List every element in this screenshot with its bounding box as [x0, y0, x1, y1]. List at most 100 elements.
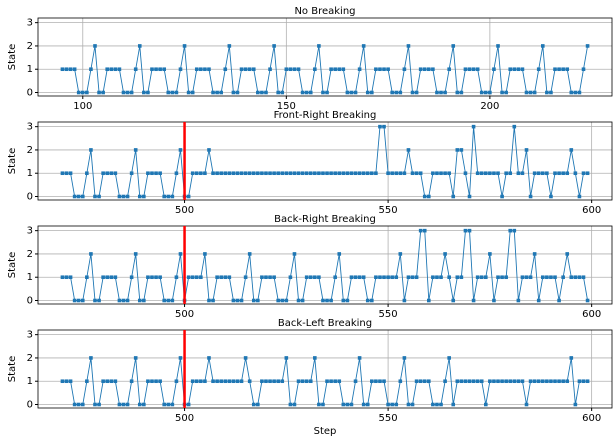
data-point: [109, 275, 114, 280]
data-point: [410, 90, 415, 95]
data-point: [117, 67, 122, 72]
data-point: [186, 90, 191, 95]
plot-frame: [37, 329, 613, 409]
data-point: [520, 379, 525, 384]
data-point: [549, 90, 553, 95]
data-point: [435, 275, 439, 280]
data-point: [573, 90, 578, 95]
data-point: [557, 171, 561, 176]
data-point: [414, 171, 419, 176]
data-point: [410, 402, 415, 407]
data-point: [329, 379, 333, 384]
data-point: [162, 67, 166, 72]
data-point: [154, 67, 158, 72]
data-point: [402, 356, 407, 360]
data-point: [296, 298, 301, 303]
data-point: [304, 275, 309, 280]
data-point: [203, 379, 207, 384]
data-line: [62, 230, 589, 301]
data-point: [390, 171, 394, 176]
data-point: [374, 275, 378, 280]
data-point: [239, 298, 244, 303]
data-point: [80, 90, 85, 95]
data-point: [540, 379, 545, 384]
data-point: [207, 298, 211, 303]
data-point: [459, 275, 464, 280]
data-point: [341, 402, 346, 407]
x-tick-label: 500: [175, 413, 194, 424]
data-point: [370, 90, 374, 95]
data-point: [431, 67, 435, 72]
data-point: [288, 67, 293, 72]
plot-frame: [37, 121, 613, 201]
data-point: [378, 275, 382, 280]
data-point: [370, 298, 374, 303]
data-point: [300, 298, 305, 303]
data-point: [488, 252, 492, 256]
y-tick-label: 2: [27, 145, 33, 156]
data-point: [129, 171, 134, 176]
data-point: [557, 67, 561, 72]
data-point: [125, 298, 130, 303]
data-point: [158, 379, 162, 384]
data-point: [251, 402, 256, 407]
data-point: [402, 171, 407, 176]
data-point: [361, 171, 366, 176]
data-point: [512, 379, 517, 384]
data-point: [308, 379, 313, 384]
data-point: [545, 90, 549, 95]
data-point: [374, 67, 378, 72]
data-point: [427, 194, 431, 199]
data-point: [89, 356, 93, 360]
data-point: [260, 90, 264, 95]
data-point: [194, 379, 199, 384]
data-point: [406, 148, 411, 152]
data-point: [313, 275, 317, 280]
data-point: [345, 171, 350, 176]
y-tick-label: 0: [27, 296, 33, 307]
data-point: [410, 171, 415, 176]
data-point: [520, 275, 525, 280]
data-point: [488, 171, 492, 176]
data-point: [125, 90, 130, 95]
panel: Back-Right Breaking State 0 1 2 3 500 550 600: [7, 214, 613, 320]
data-point: [142, 90, 146, 95]
data-point: [89, 148, 93, 152]
data-point: [105, 275, 110, 280]
data-point: [447, 275, 451, 280]
data-point: [276, 379, 280, 384]
data-point: [418, 67, 423, 72]
data-point: [64, 67, 69, 72]
data-point: [129, 90, 134, 95]
data-point: [137, 44, 142, 48]
data-point: [194, 67, 199, 72]
data-point: [345, 402, 350, 407]
data-point: [178, 252, 183, 256]
x-tick-label: 200: [480, 101, 499, 112]
data-point: [72, 298, 77, 303]
data-point: [431, 275, 435, 280]
data-point: [508, 379, 513, 384]
data-point: [569, 356, 574, 360]
data-point: [235, 90, 240, 95]
data-point: [386, 402, 390, 407]
data-point: [304, 171, 309, 176]
y-tick-label: 3: [27, 226, 33, 237]
data-point: [227, 379, 232, 384]
data-point: [427, 379, 431, 384]
data-point: [422, 228, 427, 233]
data-point: [337, 67, 342, 72]
data-point: [414, 90, 419, 95]
data-point: [333, 379, 337, 384]
data-point: [585, 379, 590, 384]
data-point: [504, 379, 508, 384]
data-point: [166, 194, 171, 199]
data-point: [581, 275, 586, 280]
data-point: [166, 298, 171, 303]
data-point: [443, 171, 447, 176]
data-point: [317, 275, 321, 280]
data-point: [492, 379, 496, 384]
data-point: [154, 379, 158, 384]
data-point: [129, 275, 134, 280]
data-point: [178, 148, 183, 152]
